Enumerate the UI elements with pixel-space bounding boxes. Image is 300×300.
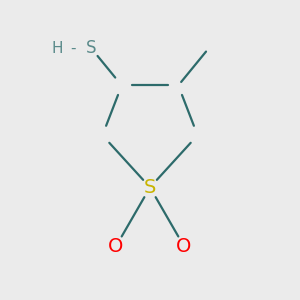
Text: S: S	[144, 178, 156, 197]
Text: O: O	[176, 237, 192, 256]
Text: S: S	[86, 39, 96, 57]
Text: H: H	[51, 40, 63, 56]
Text: O: O	[108, 237, 124, 256]
Text: -: -	[70, 40, 76, 56]
